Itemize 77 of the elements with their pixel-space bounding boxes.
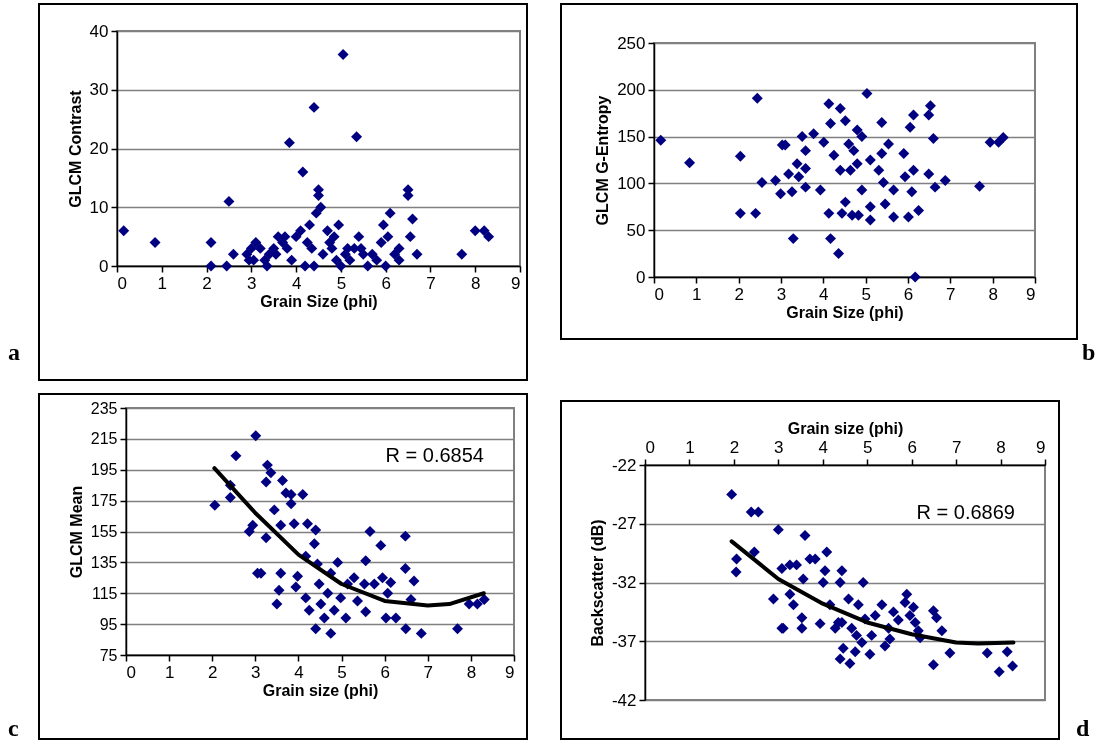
y-axis-title: GLCM Contrast <box>66 89 84 208</box>
x-tick-label: 0 <box>654 284 664 304</box>
y-axis-title: Backscatter (dB) <box>588 519 606 647</box>
y-tick-label: -22 <box>611 455 637 475</box>
annotation: R = 0.6869 <box>916 501 1015 523</box>
text: a <box>8 339 20 365</box>
y-tick-label: -27 <box>611 514 637 534</box>
y-tick-label: -37 <box>611 631 637 651</box>
x-tick-label: 9 <box>1026 284 1036 304</box>
x-tick-label: 9 <box>505 662 515 682</box>
x-tick-label: 5 <box>336 273 347 293</box>
x-tick-label: 1 <box>164 662 175 682</box>
x-axis-title: Grain Size (phi) <box>786 303 904 321</box>
y-tick-label: 30 <box>89 80 109 100</box>
x-tick-label: 5 <box>337 662 347 682</box>
text: c <box>8 715 19 741</box>
y-tick-label: 75 <box>99 646 118 664</box>
x-tick-label: 7 <box>946 284 956 304</box>
x-tick-label: 6 <box>907 437 917 457</box>
x-tick-label: 4 <box>291 273 302 293</box>
y-tick-label: 250 <box>617 33 646 53</box>
x-tick-label: 9 <box>1036 437 1046 457</box>
y-tick-label: 10 <box>89 197 109 217</box>
x-tick-label: 7 <box>423 662 434 682</box>
y-tick-label: 95 <box>99 615 118 633</box>
y-tick-label: 155 <box>90 523 118 540</box>
y-tick-label: 175 <box>90 492 118 510</box>
x-tick-label: 5 <box>861 284 871 304</box>
x-tick-label: 2 <box>202 273 212 293</box>
y-tick-label: -32 <box>611 573 637 592</box>
x-tick-label: 4 <box>818 437 829 457</box>
x-tick-label: 2 <box>207 662 218 682</box>
x-tick-label: 3 <box>774 437 784 457</box>
text: b <box>1082 339 1096 365</box>
x-tick-label: 4 <box>294 662 304 682</box>
y-tick-label: 0 <box>99 256 109 276</box>
x-tick-label: 3 <box>251 662 261 682</box>
annotation: R = 0.6854 <box>385 444 484 466</box>
y-tick-label: 20 <box>89 139 109 158</box>
y-tick-label: 50 <box>626 220 646 240</box>
y-tick-label: -42 <box>611 690 637 710</box>
x-tick-label: 8 <box>988 284 998 304</box>
x-axis-title: Grain size (phi) <box>262 681 379 699</box>
y-axis-title: GLCM Mean <box>67 485 85 579</box>
x-tick-label: 1 <box>685 437 695 457</box>
x-tick-label: 2 <box>729 437 740 457</box>
x-tick-label: 6 <box>381 273 391 293</box>
x-tick-label: 2 <box>734 284 744 304</box>
x-tick-label: 8 <box>996 437 1006 457</box>
y-tick-label: 150 <box>617 127 646 147</box>
text: d <box>1076 715 1090 741</box>
x-tick-label: 3 <box>247 273 257 293</box>
x-tick-label: 1 <box>157 273 168 293</box>
y-axis-title: GLCM G-Entropy <box>594 95 612 226</box>
x-tick-label: 6 <box>380 662 390 682</box>
x-tick-label: 9 <box>511 273 521 293</box>
x-tick-label: 5 <box>862 437 873 457</box>
x-tick-label: 4 <box>819 284 829 304</box>
x-tick-label: 0 <box>126 662 136 682</box>
x-tick-label: 3 <box>776 284 787 304</box>
x-tick-label: 8 <box>466 662 477 682</box>
x-axis-title: Grain Size (phi) <box>260 292 378 310</box>
x-tick-label: 6 <box>903 284 914 304</box>
y-tick-label: 40 <box>89 21 109 41</box>
y-tick-label: 215 <box>90 430 118 448</box>
y-tick-label: 200 <box>617 80 646 100</box>
y-tick-label: 115 <box>91 584 118 602</box>
x-tick-label: 1 <box>692 284 702 304</box>
y-tick-label: 135 <box>90 553 118 571</box>
x-tick-label: 7 <box>426 273 436 293</box>
x-axis-title: Grain size (phi) <box>787 419 904 437</box>
x-tick-label: 7 <box>951 437 962 457</box>
y-tick-label: 235 <box>90 399 118 417</box>
line-series <box>729 539 1016 646</box>
y-tick-label: 195 <box>90 461 118 479</box>
y-tick-label: 100 <box>617 173 646 193</box>
x-tick-label: 8 <box>470 273 481 293</box>
